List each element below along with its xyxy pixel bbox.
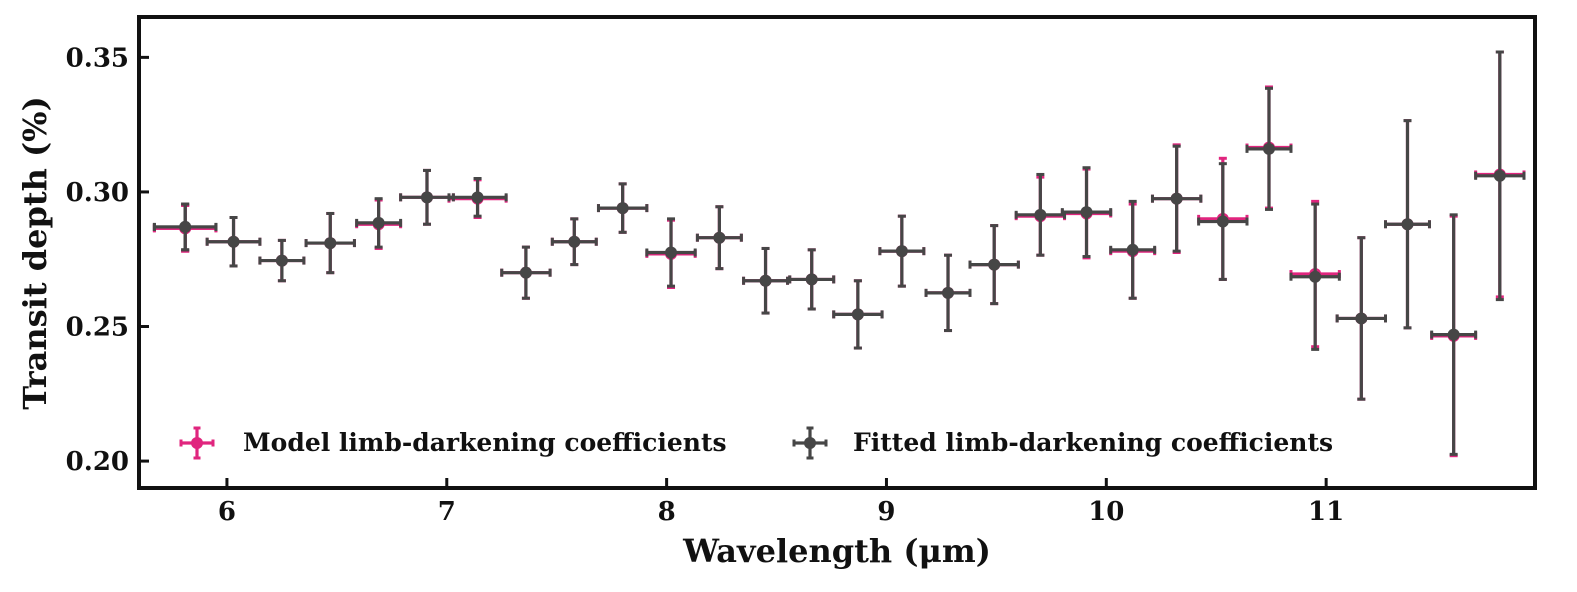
x-tick-label-2: 8 (658, 497, 676, 527)
data-point-1-29 (1474, 50, 1526, 302)
legend-errorbar-model (179, 426, 215, 460)
data-point-1-21-marker (1126, 243, 1139, 256)
data-point-1-11-marker (665, 246, 678, 259)
data-point-1-15-marker (851, 308, 864, 321)
data-point-1-1 (152, 202, 218, 252)
legend-label-model: Model limb-darkening coefficients (243, 428, 727, 457)
data-point-1-17 (924, 253, 972, 333)
legend-errorbar-fitted-marker (804, 437, 816, 449)
data-point-1-22 (1150, 144, 1203, 253)
legend: Model limb-darkening coefficients Fitted… (179, 426, 1333, 460)
legend-marker-fitted (792, 426, 828, 460)
legend-errorbar-model-marker (191, 437, 203, 449)
data-point-1-14-marker (805, 273, 818, 286)
x-tick-label-4: 10 (1088, 497, 1124, 527)
data-point-1-19-marker (1034, 208, 1047, 221)
data-point-1-27-marker (1401, 218, 1414, 231)
data-point-1-12 (695, 205, 743, 271)
series-fitted (152, 50, 1526, 456)
data-point-1-5 (355, 197, 403, 249)
data-point-1-16-marker (895, 245, 908, 258)
data-point-1-26-marker (1355, 312, 1368, 325)
x-tick-label-3: 9 (877, 497, 895, 527)
data-point-1-13-marker (759, 274, 772, 287)
data-point-1-6-marker (420, 191, 433, 204)
data-point-1-11 (645, 217, 697, 288)
data-point-1-27 (1384, 119, 1431, 330)
data-point-1-1-marker (179, 220, 192, 233)
data-point-1-9 (550, 217, 598, 267)
data-point-1-15 (832, 279, 884, 350)
data-point-1-9-marker (568, 235, 581, 248)
x-tick-label-5: 11 (1308, 497, 1344, 527)
y-tick-label-0: 0.20 (66, 447, 129, 477)
y-tick-label-3: 0.35 (66, 43, 129, 73)
data-point-1-4 (304, 211, 356, 275)
data-point-1-24-marker (1262, 142, 1275, 155)
data-point-1-17-marker (942, 286, 955, 299)
data-point-1-25 (1289, 202, 1341, 351)
y-axis: 0.20 0.25 0.30 0.35 (66, 43, 149, 477)
data-point-1-7 (447, 176, 508, 218)
data-point-1-24 (1245, 86, 1293, 211)
data-point-1-8-marker (519, 266, 532, 279)
data-point-1-26 (1335, 236, 1388, 401)
data-point-1-16 (878, 214, 926, 288)
y-tick-label-2: 0.30 (66, 178, 129, 208)
data-point-1-21 (1109, 199, 1157, 300)
data-point-1-25-marker (1309, 270, 1322, 283)
plot-area (152, 50, 1526, 458)
data-point-1-20 (1060, 166, 1113, 259)
legend-errorbar-fitted (792, 426, 828, 460)
data-point-1-13 (742, 246, 790, 315)
data-point-1-23-marker (1216, 215, 1229, 228)
data-point-1-2 (205, 216, 262, 268)
data-point-1-28-marker (1447, 328, 1460, 341)
data-point-1-12-marker (713, 231, 726, 244)
data-point-1-10-marker (616, 202, 629, 215)
data-point-1-28 (1430, 213, 1478, 456)
data-point-1-18-marker (988, 258, 1001, 271)
plot-frame (137, 15, 1537, 490)
data-point-1-5-marker (372, 216, 385, 229)
legend-marker-model (179, 426, 215, 460)
data-point-1-20-marker (1080, 206, 1093, 219)
data-point-1-3-marker (275, 254, 288, 267)
data-point-1-18 (968, 224, 1020, 306)
data-point-1-14 (788, 248, 836, 311)
data-point-1-4-marker (324, 237, 337, 250)
data-point-1-29-marker (1493, 169, 1506, 182)
x-tick-label-1: 7 (438, 497, 456, 527)
data-point-1-8 (500, 245, 552, 300)
data-point-1-10 (596, 182, 649, 234)
x-axis-label: Wavelength (μm) (682, 532, 991, 570)
data-point-1-23 (1197, 162, 1249, 281)
data-point-1-2-marker (227, 235, 240, 248)
x-axis: 6 7 8 9 10 11 (218, 478, 1344, 527)
x-tick-label-0: 6 (218, 497, 236, 527)
y-axis-label: Transit depth (%) (16, 96, 54, 409)
legend-label-fitted: Fitted limb-darkening coefficients (853, 428, 1333, 457)
y-tick-label-1: 0.25 (66, 313, 129, 343)
data-point-1-7-marker (471, 191, 484, 204)
data-point-1-22-marker (1170, 192, 1183, 205)
data-point-1-3 (258, 238, 306, 283)
